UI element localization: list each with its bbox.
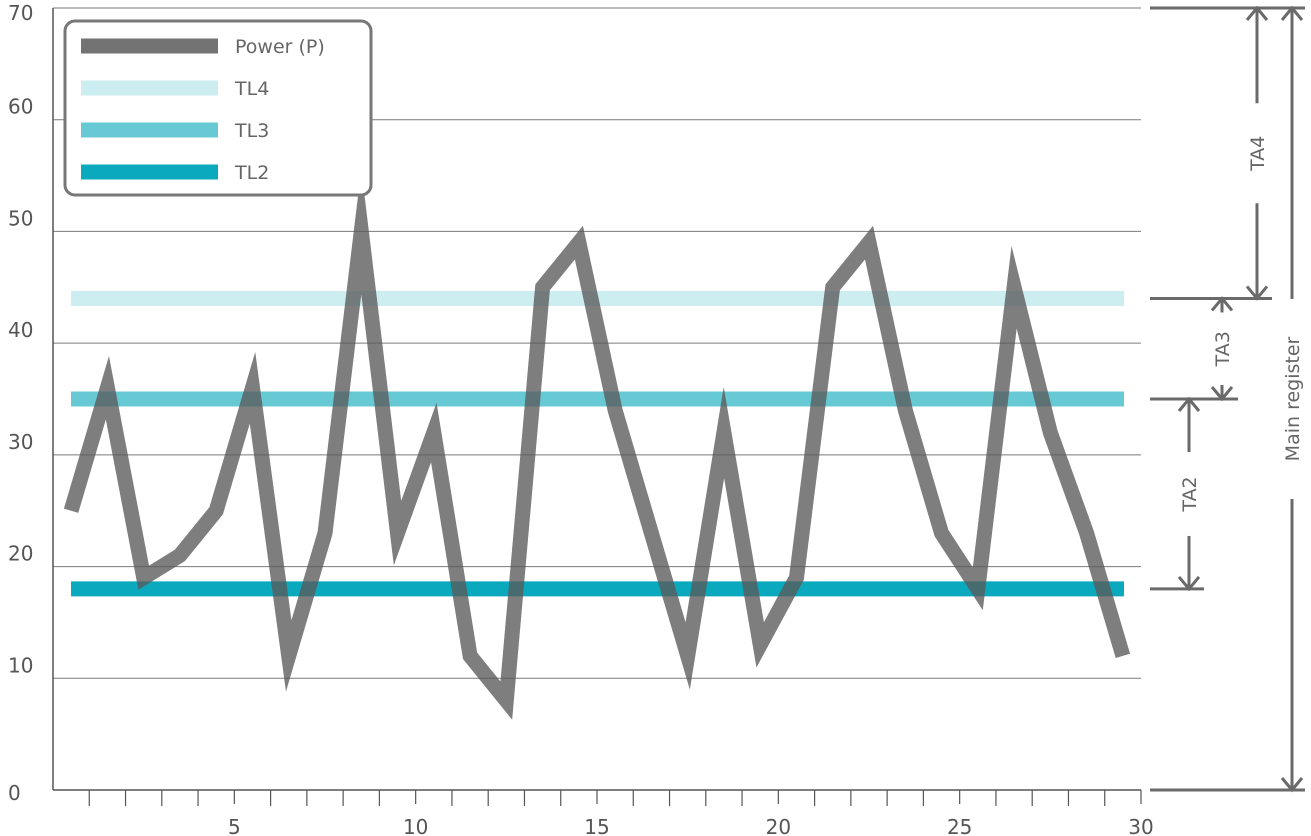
bracket-arrow-down <box>1210 386 1234 402</box>
legend-entry-tl4-label: TL4 <box>234 78 269 100</box>
x-tick-label: 20 <box>766 815 791 836</box>
series <box>63 168 1131 720</box>
x-tick-label: 25 <box>947 815 972 836</box>
legend-entry-tl2-label: TL2 <box>234 162 269 184</box>
series-line-power <box>63 168 1131 720</box>
y-tick-label: 0 <box>8 781 21 805</box>
x-tick-label: 15 <box>584 815 609 836</box>
bracket-label-ta4: TA4 <box>1247 136 1269 172</box>
x-tick-label: 30 <box>1128 815 1153 836</box>
x-tick-label: 5 <box>228 815 241 836</box>
bracket-label-main-register: Main register <box>1282 336 1304 461</box>
bracket-arrow-up <box>1177 396 1201 412</box>
y-tick-label: 20 <box>8 542 33 566</box>
threshold-brackets: TA4 TA3 TA2 Main register <box>1150 5 1305 793</box>
bracket-label-ta3: TA3 <box>1212 331 1234 367</box>
y-tick-label: 40 <box>8 318 33 342</box>
legend: Power (P) TL4 TL3 TL2 <box>63 19 373 197</box>
bracket-arrow-up <box>1280 5 1304 21</box>
y-tick-label: 60 <box>8 95 33 119</box>
y-tick-label: 30 <box>8 430 33 454</box>
axes: 0 10 20 30 40 50 60 70 5 10 15 20 25 30 <box>8 1 1154 836</box>
bracket-arrow-down <box>1245 285 1269 301</box>
bracket-arrow-up <box>1210 296 1234 312</box>
bracket-label-ta2: TA2 <box>1179 476 1201 512</box>
x-tick-label: 10 <box>403 815 428 836</box>
y-tick-label: 70 <box>8 1 33 25</box>
legend-entry-tl3-label: TL3 <box>234 120 269 142</box>
bracket-arrow-down <box>1280 777 1304 793</box>
legend-entry-power-label: Power (P) <box>235 36 325 58</box>
y-tick-label: 50 <box>8 206 33 230</box>
legend-box <box>63 19 373 197</box>
y-tick-label: 10 <box>8 653 33 677</box>
bracket-arrow-down <box>1177 575 1201 592</box>
